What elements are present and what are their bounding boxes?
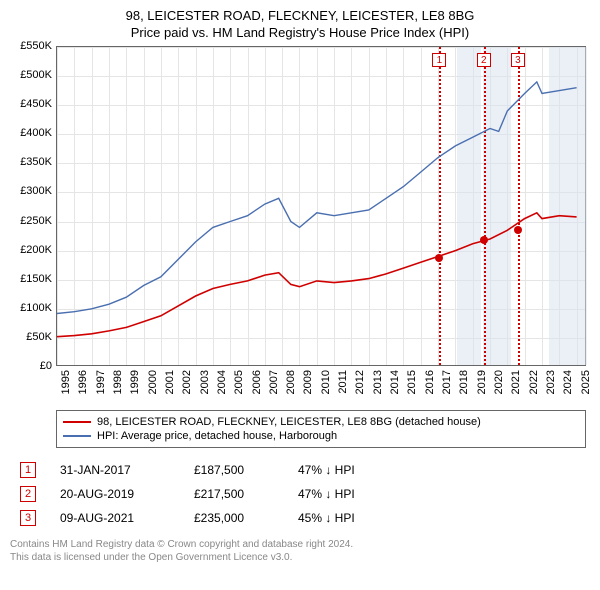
y-tick-label: £350K: [20, 156, 52, 168]
event-pct: 45% ↓ HPI: [298, 511, 408, 525]
x-tick-label: 2021: [510, 370, 522, 394]
footer-line2: This data is licensed under the Open Gov…: [10, 551, 590, 564]
x-tick-label: 2018: [458, 370, 470, 394]
x-tick-label: 2001: [164, 370, 176, 394]
x-tick-label: 2014: [389, 370, 401, 394]
events-table: 1 31-JAN-2017 £187,500 47% ↓ HPI 2 20-AUG-201…: [20, 458, 590, 530]
x-tick-label: 2002: [181, 370, 193, 394]
x-tick-label: 2023: [545, 370, 557, 394]
y-tick-label: £250K: [20, 215, 52, 227]
event-number-box: 1: [20, 462, 36, 478]
line-series-svg: [57, 47, 587, 367]
event-date: 09-AUG-2021: [60, 511, 170, 525]
y-tick-label: £150K: [20, 273, 52, 285]
event-price: £235,000: [194, 511, 274, 525]
legend-box: 98, LEICESTER ROAD, FLECKNEY, LEICESTER,…: [56, 410, 586, 448]
x-tick-label: 2007: [268, 370, 280, 394]
y-tick-label: £400K: [20, 127, 52, 139]
chart-title: 98, LEICESTER ROAD, FLECKNEY, LEICESTER,…: [10, 8, 590, 23]
event-row: 2 20-AUG-2019 £217,500 47% ↓ HPI: [20, 482, 590, 506]
x-tick-label: 2019: [476, 370, 488, 394]
title-block: 98, LEICESTER ROAD, FLECKNEY, LEICESTER,…: [10, 8, 590, 40]
legend-item: HPI: Average price, detached house, Harb…: [63, 429, 579, 443]
event-pct: 47% ↓ HPI: [298, 487, 408, 501]
x-tick-label: 2012: [354, 370, 366, 394]
y-tick-label: £0: [40, 360, 52, 372]
y-tick-label: £50K: [26, 331, 52, 343]
series-hpi: [57, 82, 577, 314]
x-tick-label: 2003: [199, 370, 211, 394]
event-row: 1 31-JAN-2017 £187,500 47% ↓ HPI: [20, 458, 590, 482]
x-tick-label: 2020: [493, 370, 505, 394]
x-axis-labels: 1995 1996 1997 1998 1999 2000 2001 2002 2003 2004…: [56, 366, 586, 406]
event-pct: 47% ↓ HPI: [298, 463, 408, 477]
x-tick-label: 1995: [60, 370, 72, 394]
chart-subtitle: Price paid vs. HM Land Registry's House …: [10, 25, 590, 40]
footer-line1: Contains HM Land Registry data © Crown c…: [10, 538, 590, 551]
x-tick-label: 2022: [528, 370, 540, 394]
event-date: 20-AUG-2019: [60, 487, 170, 501]
footer-attribution: Contains HM Land Registry data © Crown c…: [10, 538, 590, 564]
legend-label: HPI: Average price, detached house, Harb…: [97, 430, 337, 442]
x-tick-label: 2025: [580, 370, 592, 394]
y-tick-label: £550K: [20, 40, 52, 52]
x-tick-label: 2008: [285, 370, 297, 394]
x-tick-label: 1997: [95, 370, 107, 394]
chart-area: £0 £50K £100K £150K £200K £250K £300K £350K £400…: [10, 46, 590, 406]
event-price: £217,500: [194, 487, 274, 501]
event-number-box: 3: [20, 510, 36, 526]
x-tick-label: 1999: [129, 370, 141, 394]
event-row: 3 09-AUG-2021 £235,000 45% ↓ HPI: [20, 506, 590, 530]
legend-swatch: [63, 421, 91, 423]
x-tick-label: 2006: [251, 370, 263, 394]
legend-label: 98, LEICESTER ROAD, FLECKNEY, LEICESTER,…: [97, 416, 481, 428]
x-tick-label: 1998: [112, 370, 124, 394]
x-tick-label: 2000: [147, 370, 159, 394]
x-tick-label: 2009: [302, 370, 314, 394]
series-property: [57, 213, 577, 337]
event-date: 31-JAN-2017: [60, 463, 170, 477]
x-tick-label: 2013: [372, 370, 384, 394]
plot-area: 123: [56, 46, 586, 366]
x-tick-label: 2004: [216, 370, 228, 394]
x-tick-label: 2010: [320, 370, 332, 394]
x-tick-label: 2016: [424, 370, 436, 394]
y-tick-label: £100K: [20, 302, 52, 314]
x-tick-label: 2015: [406, 370, 418, 394]
x-tick-label: 1996: [77, 370, 89, 394]
y-tick-label: £500K: [20, 69, 52, 81]
x-tick-label: 2005: [233, 370, 245, 394]
legend-item: 98, LEICESTER ROAD, FLECKNEY, LEICESTER,…: [63, 415, 579, 429]
chart-container: 98, LEICESTER ROAD, FLECKNEY, LEICESTER,…: [0, 0, 600, 574]
x-tick-label: 2024: [562, 370, 574, 394]
y-axis-labels: £0£50K£100K£150K£200K£250K£300K£350K£400…: [10, 46, 56, 366]
x-tick-label: 2011: [337, 370, 349, 394]
event-price: £187,500: [194, 463, 274, 477]
y-tick-label: £200K: [20, 244, 52, 256]
y-tick-label: £450K: [20, 98, 52, 110]
y-tick-label: £300K: [20, 185, 52, 197]
event-number-box: 2: [20, 486, 36, 502]
x-tick-label: 2017: [441, 370, 453, 394]
legend-swatch: [63, 435, 91, 437]
